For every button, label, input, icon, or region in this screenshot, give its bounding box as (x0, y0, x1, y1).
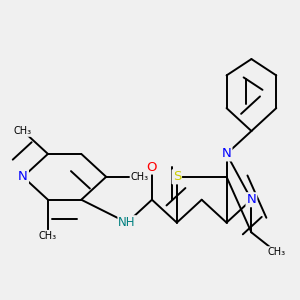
Text: N: N (18, 170, 28, 183)
Text: CH₃: CH₃ (130, 172, 148, 182)
Text: S: S (172, 170, 181, 183)
Text: O: O (147, 160, 157, 173)
Text: N: N (222, 147, 231, 161)
Text: CH₃: CH₃ (39, 231, 57, 241)
Text: NH: NH (118, 216, 136, 229)
Text: CH₃: CH₃ (14, 126, 32, 136)
Text: N: N (247, 193, 256, 206)
Text: CH₃: CH₃ (267, 247, 285, 257)
